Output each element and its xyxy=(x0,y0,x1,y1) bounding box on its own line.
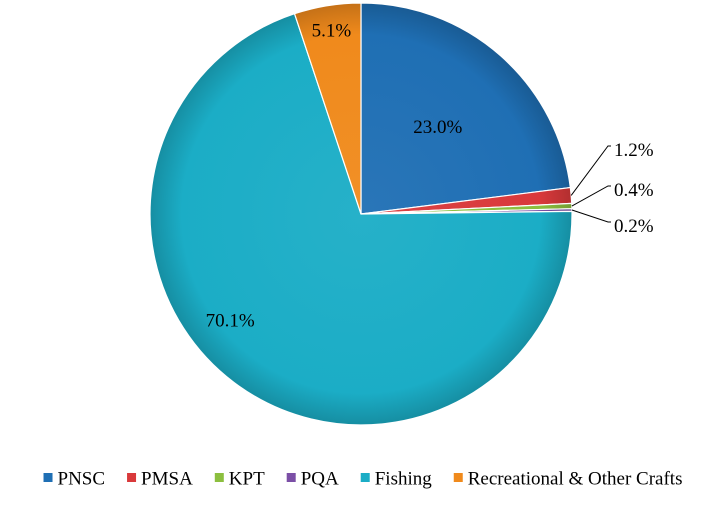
slice-label-kpt: 0.4% xyxy=(614,180,654,201)
legend-item-pqa: PQA xyxy=(286,469,339,490)
slice-labels: 23.0% 1.2% 0.4% 0.2% 70.1% 5.1% xyxy=(206,21,654,332)
pie-slice-recreational-and-other-crafts xyxy=(293,2,362,215)
legend-item-pmsa: PMSA xyxy=(127,469,193,490)
legend: PNSC PMSA KPT PQA Fishing Recreational & Othe… xyxy=(43,469,683,490)
slice-label-fishing: 70.1% xyxy=(206,311,255,332)
leader-lines xyxy=(570,145,611,223)
slice-label-recreational-and-other-crafts: 5.1% xyxy=(312,21,352,42)
legend-swatch-pqa xyxy=(286,473,296,482)
legend-swatch-kpt xyxy=(214,473,224,482)
leader-line-kpt xyxy=(571,185,611,207)
legend-label-recreational-and-other-crafts: Recreational & Other Crafts xyxy=(468,469,683,490)
pie-slices xyxy=(149,2,573,426)
legend-label-pmsa: PMSA xyxy=(141,469,193,490)
legend-item-recreational-and-other-crafts: Recreational & Other Crafts xyxy=(453,469,683,490)
slice-label-pqa: 0.2% xyxy=(614,216,654,237)
pie-slice-fishing xyxy=(149,12,573,426)
slice-label-pnsc: 23.0% xyxy=(413,117,462,138)
legend-swatch-recreational-and-other-crafts xyxy=(453,473,463,482)
pie-slice-pnsc xyxy=(360,2,572,215)
leader-line-pqa xyxy=(571,209,611,223)
legend-label-pnsc: PNSC xyxy=(58,469,106,490)
legend-item-pnsc: PNSC xyxy=(43,469,106,490)
legend-label-fishing: Fishing xyxy=(375,469,433,490)
legend-item-kpt: KPT xyxy=(214,469,265,490)
legend-item-fishing: Fishing xyxy=(360,469,433,490)
legend-label-pqa: PQA xyxy=(301,469,339,490)
slice-label-pmsa: 1.2% xyxy=(614,140,654,161)
legend-swatch-pmsa xyxy=(127,473,137,482)
legend-swatch-fishing xyxy=(360,473,370,482)
legend-label-kpt: KPT xyxy=(229,469,265,490)
leader-line-pmsa xyxy=(570,145,611,196)
legend-swatch-pnsc xyxy=(43,473,53,482)
